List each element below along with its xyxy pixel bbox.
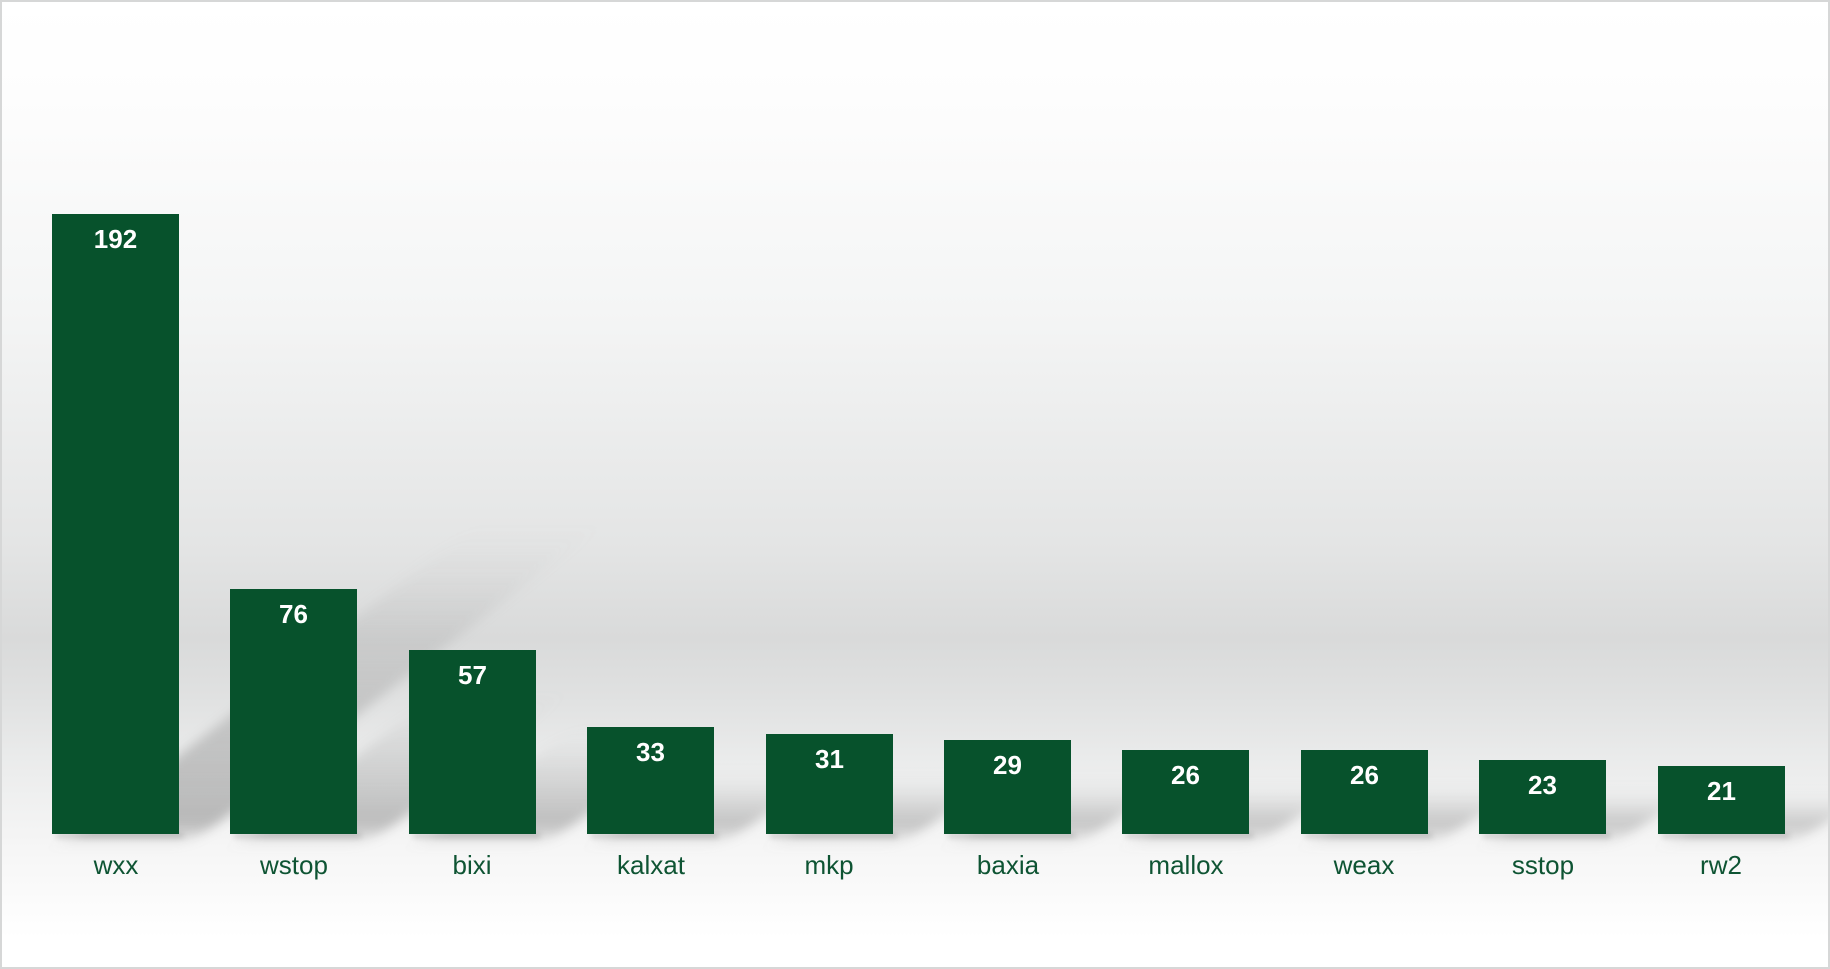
bar: 26 [1301,750,1428,834]
bar-category-label: sstop [1511,850,1575,880]
bar: 57 [409,650,536,834]
bar-category-label: bixi [452,850,492,880]
bar: 21 [1658,766,1785,834]
bar-contact-shadow [234,833,361,838]
bar-category-label: rw2 [1700,850,1742,880]
bar: 33 [587,727,714,834]
bar-contact-shadow [1305,833,1432,838]
bar: 23 [1479,760,1606,834]
bar: 26 [1122,750,1249,834]
bar-value-label: 29 [993,750,1022,780]
bar-category-label: wstop [260,850,328,880]
bar: 76 [230,589,357,834]
bar-category-label: wxx [93,850,139,880]
bar: 31 [766,734,893,834]
bar-contact-shadow [413,833,540,838]
bar-value-label: 26 [1350,760,1379,790]
bar-value-label: 33 [636,737,665,767]
bar-contact-shadow [1662,833,1789,838]
bar-value-label: 76 [279,599,308,629]
bar-contact-shadow [1483,833,1610,838]
bar-category-label: kalxat [617,850,685,880]
bar-category-label: baxia [976,850,1040,880]
bar: 192 [52,214,179,834]
bar-value-label: 57 [458,660,487,690]
bar-category-label: weax [1333,850,1395,880]
bar-value-label: 26 [1171,760,1200,790]
bar-value-label: 31 [815,744,844,774]
bar-contact-shadow [591,833,718,838]
bar-category-label: mallox [1148,850,1224,880]
bar-value-label: 192 [93,224,138,254]
bar-category-label: mkp [804,850,854,880]
bar: 29 [944,740,1071,834]
bar-value-label: 21 [1707,776,1736,806]
bar-value-label: 23 [1528,770,1557,800]
bar-contact-shadow [1126,833,1253,838]
bar-contact-shadow [56,833,183,838]
bar-contact-shadow [770,833,897,838]
bar-contact-shadow [948,833,1075,838]
